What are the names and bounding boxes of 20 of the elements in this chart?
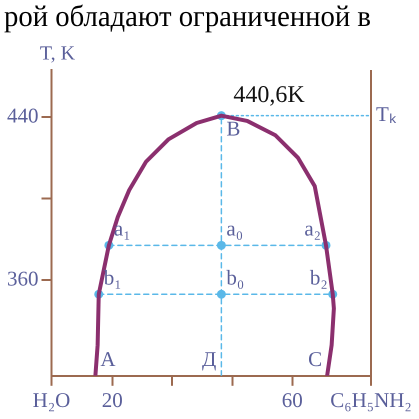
annotation: b₁ <box>104 265 122 290</box>
annotation: C <box>308 346 322 371</box>
annotation: a₁ <box>114 216 131 240</box>
y-axis-title: T, K <box>40 42 76 64</box>
x-tick-label: H₂O <box>32 388 70 412</box>
annotation: a₂ <box>304 216 321 240</box>
annotation: Tₖ <box>376 102 397 126</box>
y-tick-label: 360 <box>7 266 38 290</box>
x-tick-label: 20 <box>102 388 123 412</box>
annotation: b₂ <box>310 265 328 290</box>
annotation: Д <box>202 346 216 371</box>
annotation: a₀ <box>226 216 244 240</box>
annotation: 440,6K <box>233 82 306 108</box>
annotation: b₀ <box>226 265 244 290</box>
x-tick-label: C₆H₅NH₂ <box>330 388 412 412</box>
y-tick-label: 440 <box>7 103 38 128</box>
chart-title: рой обладают ограниченной в <box>4 0 371 34</box>
annotation: A <box>100 346 116 371</box>
annotation: B <box>226 116 240 141</box>
x-tick-label: 60 <box>282 388 303 412</box>
